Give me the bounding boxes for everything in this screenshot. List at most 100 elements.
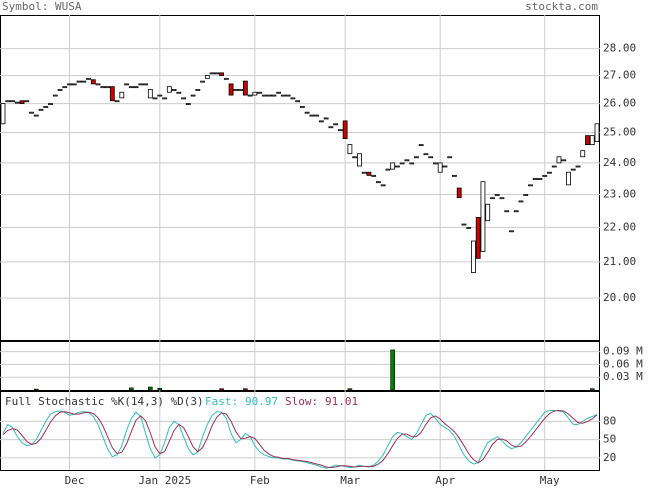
watermark: stockta.com [525,0,598,13]
candle [575,165,581,168]
volume-bar [33,388,39,391]
x-tick-label: Jan 2025 [138,474,191,486]
candle [138,83,144,86]
candle [466,227,472,229]
candle [589,135,595,146]
candle [204,75,210,79]
candle [352,156,358,159]
candle [109,86,115,102]
stochastic-line [2,409,598,469]
candle [328,126,334,129]
volume-bar [347,388,353,391]
candle [190,94,196,97]
candle [347,144,353,155]
candle [152,97,158,100]
y-tick-label: 50 [603,433,616,446]
candle [223,77,229,80]
candle [162,97,167,100]
candle [509,230,514,233]
candle [337,129,343,132]
x-tick-label: May [540,474,560,486]
candle [81,80,87,83]
y-tick-label: 27.00 [603,69,636,82]
candle [556,156,562,164]
candle [418,144,424,147]
candle [147,89,153,99]
candle [86,77,91,80]
volume-bar [148,386,153,391]
candle [71,83,77,86]
candle [33,114,39,117]
candle [57,89,63,91]
candle [399,162,405,165]
candle [200,80,205,83]
candle [43,106,49,108]
candle [100,86,106,89]
candle [280,94,286,97]
candle [404,159,410,162]
volume-bar [589,388,595,391]
candle [409,162,415,165]
candle [238,89,244,91]
candle [342,120,348,140]
candle [523,194,529,196]
slow-value: 91.01 [325,395,358,408]
candle [428,156,434,159]
candle [551,165,557,168]
slow-label: Slow: [285,395,318,408]
x-tick-label: Apr [435,474,455,486]
y-tick-label: 0.03 M [603,370,643,383]
volume-bar [129,387,134,391]
candle [143,83,148,86]
candle [570,168,576,171]
candle [395,165,400,168]
y-tick-label: 26.00 [603,97,636,110]
candle [209,72,215,75]
candle [133,86,139,89]
candle [323,117,329,120]
candle [594,123,600,143]
candle [385,168,391,171]
candle [214,72,220,75]
candle [361,171,367,174]
candle [261,94,267,97]
candle [247,94,253,97]
candle [414,156,419,159]
candle [48,103,53,105]
candle [537,178,543,180]
candle [242,80,248,96]
candle [371,174,377,177]
y-tick-label: 20.00 [603,291,636,304]
candle [480,181,486,252]
candle [228,83,234,96]
candle [181,97,186,100]
candle [219,72,224,77]
x-tick-label: Mar [340,474,360,486]
candle [447,156,453,159]
candle [504,210,510,213]
candle [461,223,467,226]
candle [5,100,11,103]
candle [304,111,310,114]
fast-label: Fast: [205,395,238,408]
candle [423,153,429,156]
stochastic-title: Full Stochastic %K(14,3) %D(3) [5,395,204,408]
candle [0,103,6,125]
candle [266,94,272,97]
volume-bar [390,349,395,391]
candle [14,101,20,104]
x-tick-label: Dec [65,474,85,486]
candle [271,94,277,97]
candle [494,194,500,196]
candle [119,91,125,99]
candle [52,94,58,97]
candle [366,171,372,176]
candle [433,162,438,165]
candle [513,210,519,213]
candle [114,100,120,103]
candle [38,108,44,111]
candle [518,200,524,203]
candle [24,100,30,103]
candle [252,91,258,96]
candle [76,80,82,83]
